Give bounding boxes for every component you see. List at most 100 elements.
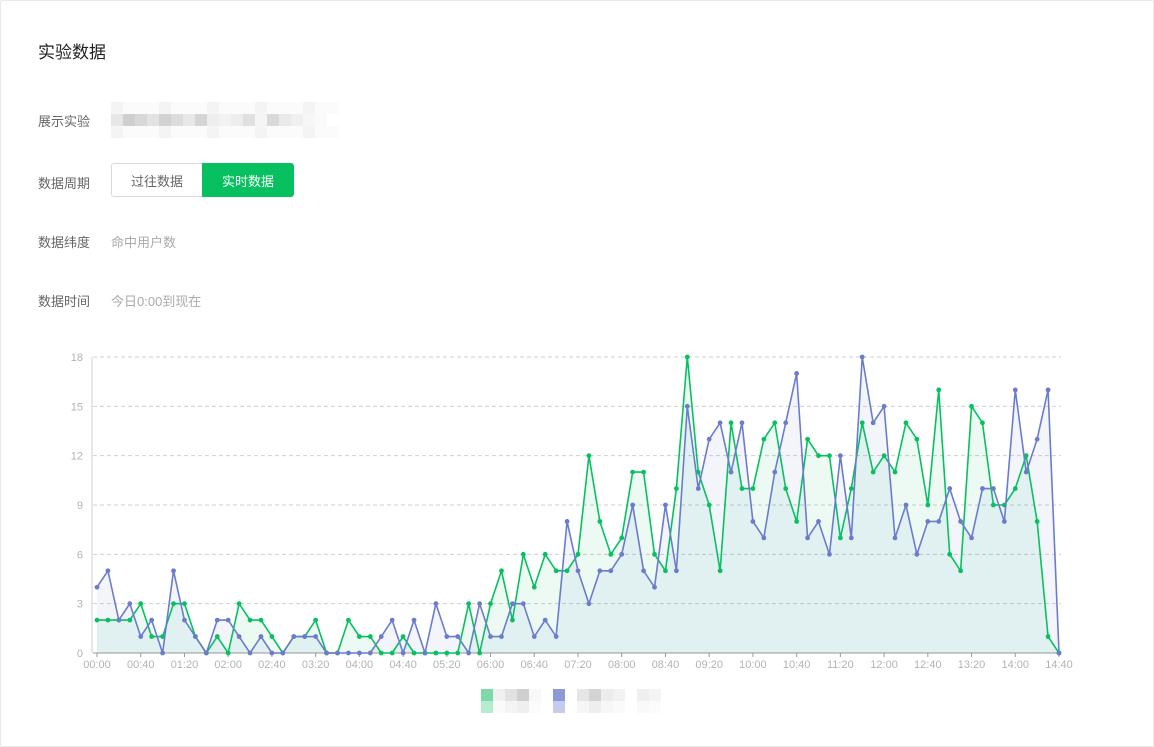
legend-mosaic-cell [517,701,529,713]
mosaic-cell [291,126,303,138]
time-label: 数据时间 [38,294,91,309]
mosaic-cell [267,114,279,126]
data-point [1045,634,1051,639]
chart-legend[interactable] [481,689,673,713]
data-point [695,469,701,475]
realtime-line-chart: 0 3 6 9 12 15 18 00:00 00:40 01:20 02:00 02:40 03:20… [71,352,1073,671]
mosaic-cell [243,114,255,126]
legend-mosaic-cell [649,689,661,701]
data-point [652,584,657,590]
data-point [673,568,679,574]
experiment-selector[interactable] [111,102,339,138]
data-point [706,502,712,508]
data-point [564,568,570,574]
mosaic-cell [123,114,135,126]
x-tick-label: 11:20 [827,659,854,671]
mosaic-cell [135,126,147,138]
data-point [531,634,537,639]
data-point [958,568,964,574]
data-point [783,420,789,426]
data-point [542,551,548,557]
period-past-button[interactable]: 过往数据 [111,163,202,197]
x-tick-label: 00:00 [83,659,111,671]
mosaic-cell [243,102,255,114]
data-point [171,568,176,574]
legend-mosaic-cell [577,689,589,701]
data-point [214,634,220,639]
y-tick-label: 15 [71,401,83,413]
data-point [684,403,690,409]
data-point [433,601,439,607]
data-point [105,617,111,623]
legend-mosaic-cell [577,701,589,713]
data-point [236,634,242,639]
data-point [980,486,985,491]
legend-mosaic-cell [505,701,517,713]
mosaic-cell [267,126,279,138]
data-point [870,420,876,426]
data-point [225,650,231,656]
mosaic-cell [195,126,207,138]
data-point [488,634,493,639]
data-point [433,650,439,656]
data-point [827,551,832,557]
mosaic-cell [303,114,315,126]
mosaic-cell [159,114,171,126]
data-point [378,634,384,639]
legend-mosaic-cell [637,689,649,701]
data-point [149,617,155,623]
legend-mosaic-cell [589,689,601,701]
mosaic-cell [159,102,171,114]
mosaic-cell [111,102,123,114]
data-point [346,617,351,623]
data-point [619,535,625,541]
period-realtime-button[interactable]: 实时数据 [202,163,294,197]
mosaic-cell [207,126,219,138]
x-tick-label: 10:40 [783,659,811,671]
data-point [892,469,898,475]
data-point [171,601,176,607]
x-tick-label: 12:00 [870,659,898,671]
data-point [761,436,767,442]
x-tick-label: 06:00 [477,659,505,671]
data-point [1056,650,1062,656]
data-point [794,519,800,524]
data-point [859,354,865,360]
mosaic-cell [279,114,291,126]
data-point [969,535,974,541]
data-point [761,535,767,541]
data-point [1023,469,1029,475]
data-point [127,617,133,623]
data-point [925,502,931,508]
data-point [575,568,581,574]
x-tick-label: 02:40 [258,659,286,671]
data-point [619,551,625,557]
data-point [848,535,854,541]
data-point [663,568,668,574]
mosaic-cell [123,126,135,138]
data-point [805,535,810,541]
data-point [488,601,493,607]
data-point [1012,387,1018,393]
data-point [717,568,723,574]
period-toggle: 过往数据 实时数据 [111,163,294,197]
data-point [695,486,701,491]
data-point [455,650,461,656]
mosaic-cell [147,114,159,126]
data-point [739,420,745,426]
data-point [367,650,373,656]
period-label: 数据周期 [38,176,91,191]
mosaic-cell [195,114,207,126]
x-tick-label: 07:20 [564,659,592,671]
data-point [269,634,275,639]
data-point [859,420,865,426]
data-point [356,650,362,656]
legend-mosaic-cell [625,701,637,713]
legend-mosaic-cell [541,701,553,713]
x-tick-label: 01:20 [171,659,199,671]
data-point [827,453,832,459]
legend-mosaic-cell [601,689,613,701]
y-tick-label: 6 [77,549,83,561]
mosaic-cell [279,102,291,114]
